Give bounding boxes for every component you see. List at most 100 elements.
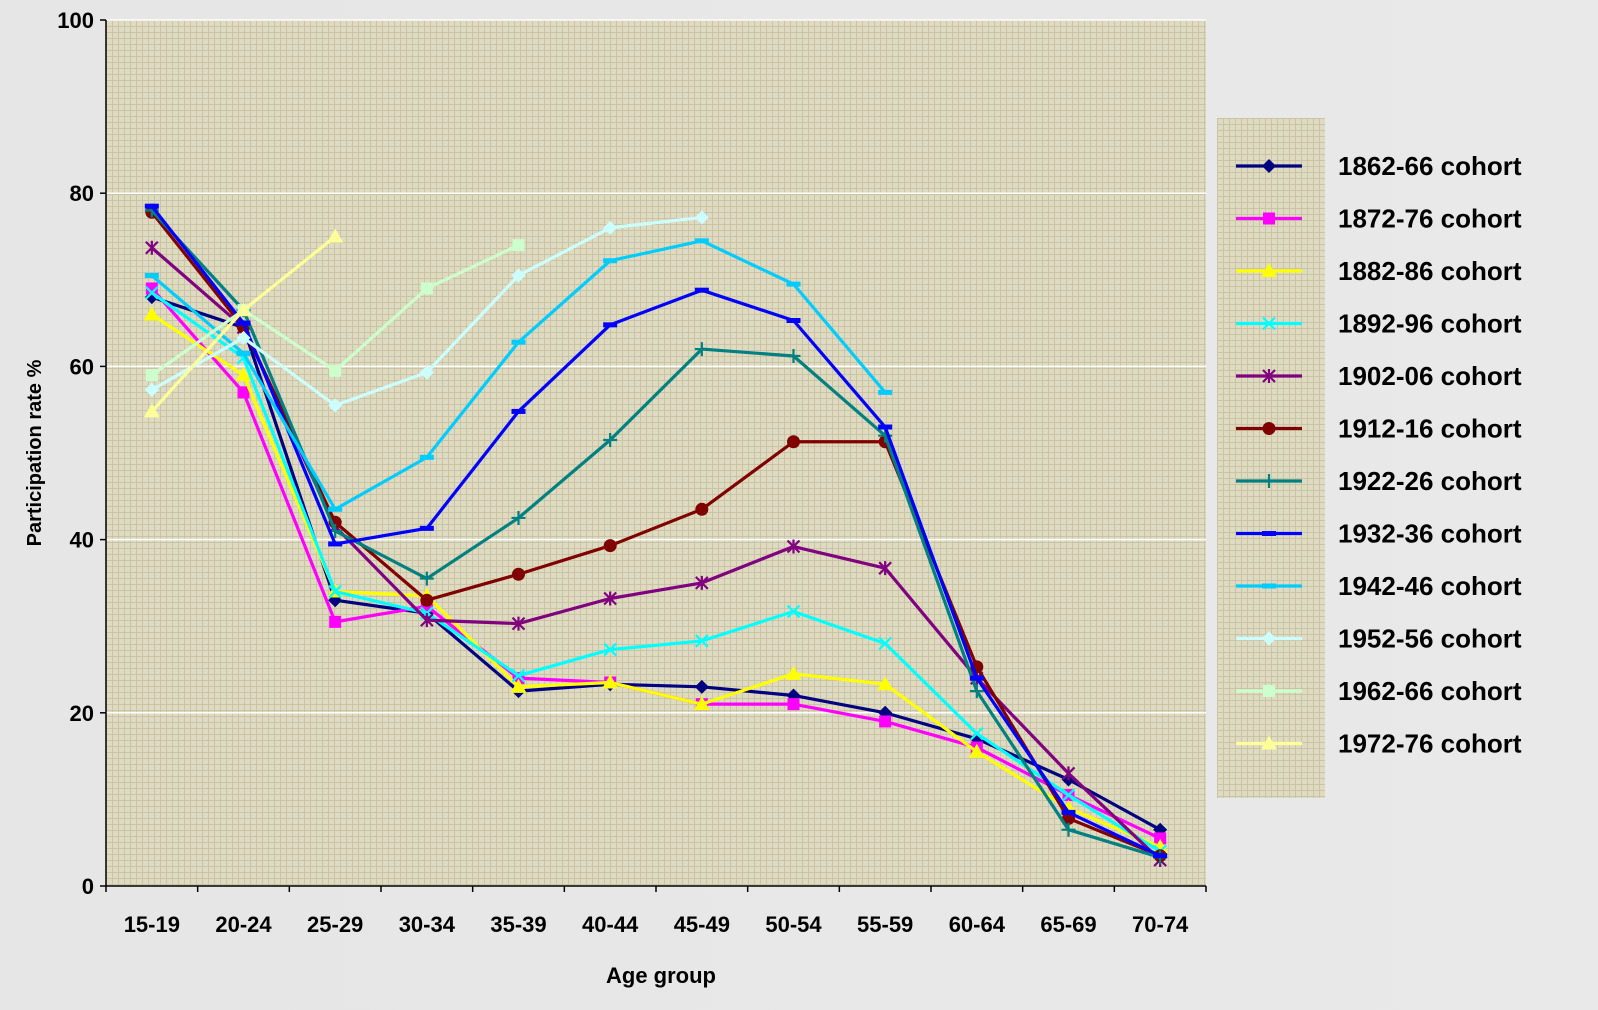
series-line-6	[150, 209, 1161, 859]
data-point-s6-6	[694, 342, 709, 357]
data-point-s5-5	[603, 539, 617, 553]
data-point-s2-5	[602, 674, 619, 689]
legend-label-4: 1902-06 cohort	[1338, 361, 1522, 391]
x-tick-label-15-19: 15-19	[124, 912, 180, 937]
data-point-s7-5	[603, 322, 618, 328]
x-tick-label-40-44: 40-44	[582, 912, 639, 937]
legend-label-11: 1972-76 cohort	[1338, 729, 1522, 759]
data-point-s11-1	[235, 302, 252, 317]
data-point-s2-9	[968, 743, 985, 758]
legend-item-0: 1862-66 cohort	[1236, 151, 1522, 181]
data-point-s1-1	[237, 386, 250, 399]
data-point-s4-8	[878, 561, 892, 576]
x-tick-label-60-64: 60-64	[949, 912, 1006, 937]
data-point-s6-7	[786, 349, 801, 364]
series-1932-36-cohort	[144, 203, 1168, 859]
legend-marker-1	[1263, 212, 1275, 225]
data-point-s1-2	[329, 615, 342, 628]
data-point-s7-8	[878, 424, 893, 430]
data-point-s5-4	[512, 567, 525, 581]
data-point-s9-3	[419, 365, 434, 380]
legend: 1862-66 cohort 1872-76 cohort 1882-86 coho…	[1236, 151, 1522, 759]
legend-label-7: 1932-36 cohort	[1338, 519, 1522, 549]
data-point-s9-4	[511, 268, 526, 283]
data-point-s3-9	[970, 726, 984, 741]
x-tick-label-35-39: 35-39	[490, 912, 546, 937]
data-point-s11-0	[143, 403, 160, 418]
data-point-s7-11	[1153, 853, 1168, 859]
series-1952-56-cohort	[144, 210, 709, 413]
legend-label-6: 1922-26 cohort	[1338, 466, 1522, 496]
data-point-s4-5	[603, 591, 617, 606]
legend-label-2: 1882-86 cohort	[1338, 256, 1522, 286]
legend-label-1: 1872-76 cohort	[1338, 204, 1522, 234]
series-line-7	[150, 205, 1161, 858]
data-point-s4-0	[145, 240, 159, 255]
y-tick-label-1: 20	[70, 701, 94, 726]
data-point-s3-10	[1061, 788, 1076, 802]
series-layer	[143, 203, 1169, 868]
data-point-s9-6	[694, 210, 709, 225]
legend-label-3: 1892-96 cohort	[1338, 309, 1522, 339]
legend-marker-2	[1261, 263, 1277, 277]
data-point-s10-4	[512, 239, 525, 252]
plot-area	[106, 20, 1206, 886]
data-point-s5-7	[787, 435, 800, 449]
data-point-s6-4	[511, 510, 526, 525]
data-point-s1-7	[787, 698, 800, 711]
y-axis-ticks: 0 20 40 60 80 100	[57, 8, 106, 899]
data-point-s7-3	[419, 525, 434, 531]
legend-item-7: 1932-36 cohort	[1236, 519, 1522, 549]
data-point-s10-0	[145, 369, 158, 382]
x-tick-label-65-69: 65-69	[1040, 912, 1096, 937]
data-point-s7-7	[786, 318, 801, 324]
data-point-s2-6	[693, 696, 710, 711]
series-line-5	[150, 211, 1161, 858]
legend-item-10: 1962-66 cohort	[1236, 676, 1522, 706]
x-tick-label-30-34: 30-34	[399, 912, 456, 937]
data-point-s1-11	[1154, 832, 1167, 845]
data-point-s6-3	[419, 571, 434, 586]
legend-item-1: 1872-76 cohort	[1236, 204, 1522, 234]
legend-marker-10	[1263, 685, 1275, 697]
data-point-s4-7	[786, 539, 801, 554]
legend-item-11: 1972-76 cohort	[1236, 729, 1522, 759]
legend-label-8: 1942-46 cohort	[1338, 571, 1522, 601]
data-point-s8-5	[603, 258, 618, 264]
legend-marker-0	[1262, 159, 1276, 173]
y-tick-label-2: 40	[70, 528, 94, 553]
data-point-s8-7	[786, 281, 801, 287]
series-line-3	[150, 291, 1162, 853]
data-point-s10-2	[329, 364, 342, 377]
legend-marker-5	[1262, 422, 1276, 435]
data-point-s8-4	[511, 339, 526, 345]
data-point-s3-7	[786, 604, 801, 619]
data-point-s6-9	[969, 684, 984, 699]
data-point-s5-6	[695, 502, 709, 516]
data-point-s8-3	[419, 454, 434, 460]
legend-marker-6	[1262, 474, 1276, 488]
data-point-s7-9	[969, 675, 984, 681]
x-axis-ticks: 15-19 20-24 25-29 30-34 35-39 40-44 45-49 50-54…	[105, 886, 1207, 937]
data-point-s3-5	[603, 642, 617, 657]
y-tick-label-4: 80	[70, 181, 94, 206]
data-point-s1-8	[879, 715, 892, 728]
x-tick-label-45-49: 45-49	[674, 912, 730, 937]
legend-label-5: 1912-16 cohort	[1338, 414, 1522, 444]
legend-item-2: 1882-86 cohort	[1236, 256, 1522, 286]
data-point-s6-5	[603, 433, 618, 448]
data-point-s11-2	[327, 228, 344, 243]
data-point-s1-0	[145, 282, 158, 295]
data-point-s6-10	[1061, 822, 1076, 837]
x-axis-label: Age group	[606, 963, 716, 988]
data-point-s9-2	[328, 398, 343, 413]
data-point-s7-1	[236, 320, 251, 326]
series-1942-46-cohort	[144, 238, 893, 512]
data-point-s3-6	[695, 634, 709, 648]
series-1972-76-cohort	[143, 228, 344, 418]
gridlines	[106, 19, 1206, 714]
data-point-s3-0	[145, 286, 159, 300]
data-point-s9-0	[144, 382, 159, 397]
data-point-s2-7	[785, 665, 802, 680]
data-point-s7-0	[144, 203, 159, 209]
